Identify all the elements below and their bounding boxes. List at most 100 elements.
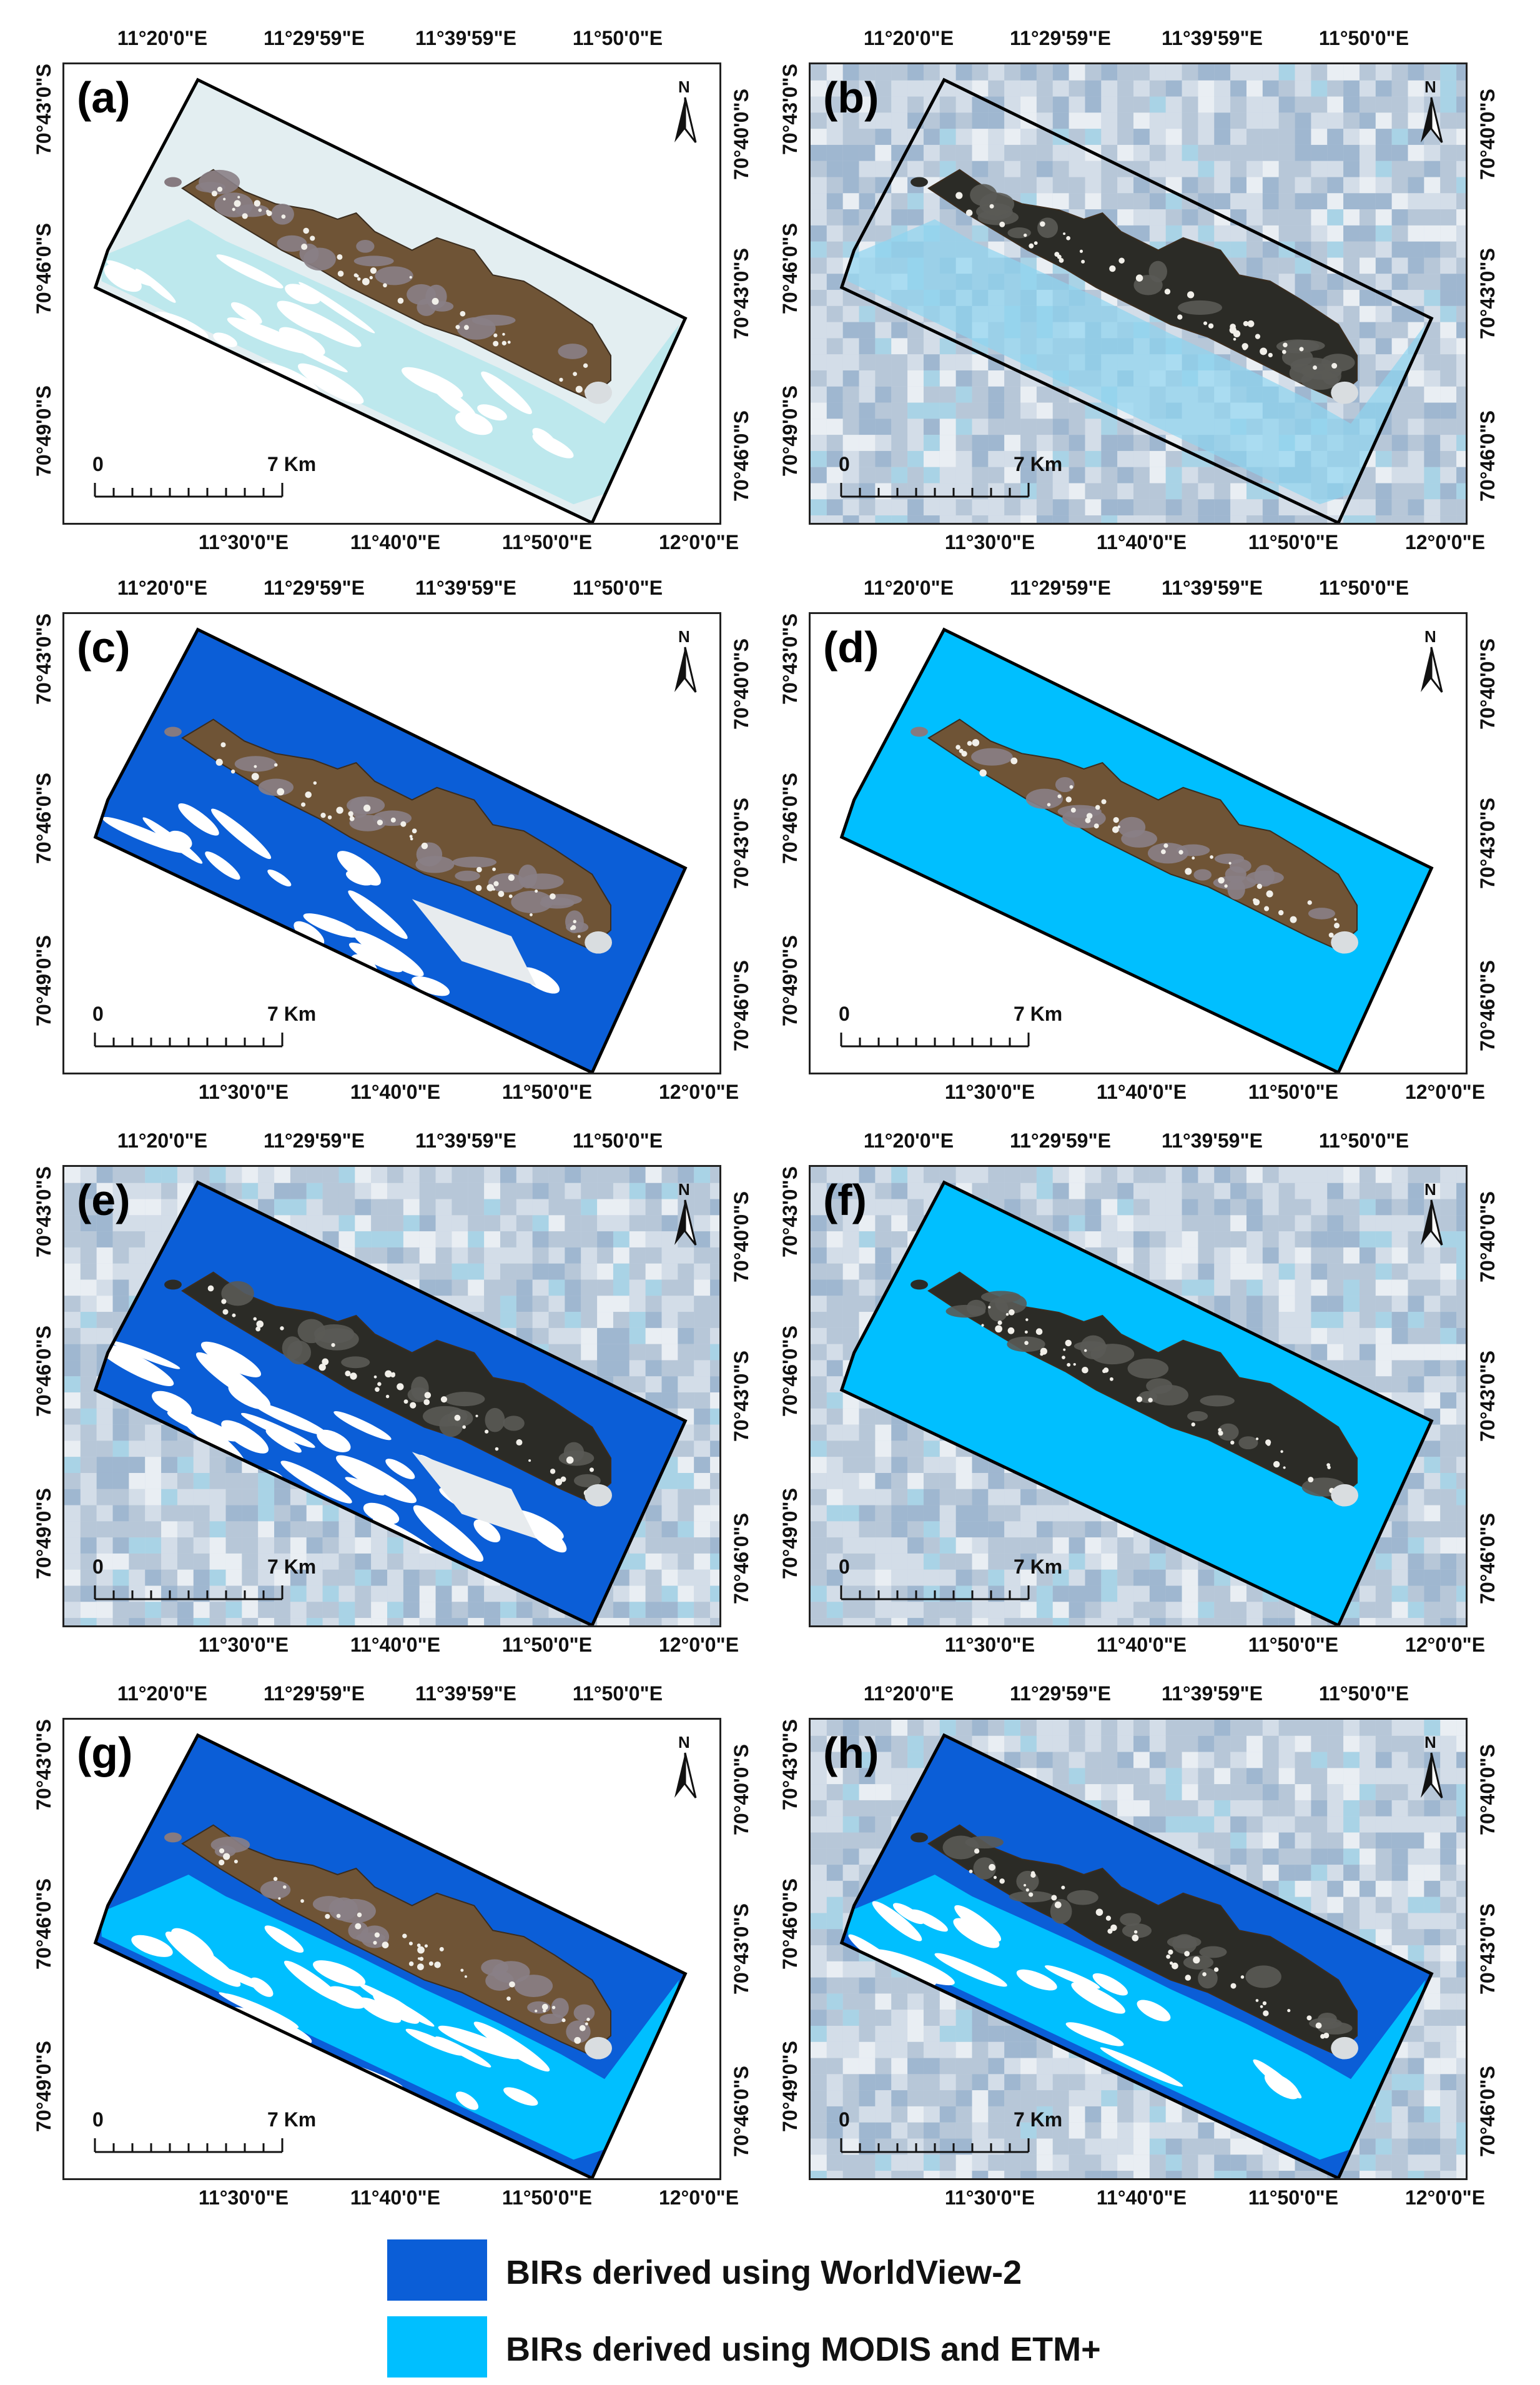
top-longitude-label: 11°20'0"E: [863, 1682, 954, 1705]
right-latitude-label: 70°46'0"S: [1476, 960, 1499, 1051]
scale-zero-label: 0: [839, 1555, 850, 1578]
right-latitude-label: 70°40'0"S: [730, 638, 753, 730]
left-latitude-label: 70°46'0"S: [779, 223, 801, 314]
left-latitude-label: 70°46'0"S: [32, 773, 55, 864]
top-longitude-label: 11°29'59"E: [1010, 577, 1111, 599]
left-latitude-label: 70°49'0"S: [32, 2041, 55, 2132]
map-frame: (g) N 0 7 Km: [62, 1718, 721, 2180]
map-image: [64, 64, 719, 523]
legend-item-worldview: BIRs derived using WorldView-2: [387, 2239, 1199, 2302]
north-arrow-icon: N: [1416, 77, 1447, 149]
left-latitude-label: 70°49'0"S: [779, 2041, 801, 2132]
north-label: N: [678, 627, 690, 646]
bottom-longitude-label: 11°50'0"E: [1248, 1081, 1339, 1103]
panel-label: (a): [77, 73, 131, 122]
left-latitude-label: 70°43'0"S: [32, 613, 55, 705]
top-longitude-label: 11°29'59"E: [1010, 27, 1111, 49]
left-latitude-label: 70°43'0"S: [779, 64, 801, 155]
north-arrow-icon: N: [669, 77, 701, 149]
top-longitude-label: 11°39'59"E: [1162, 1129, 1263, 1152]
right-latitude-label: 70°43'0"S: [730, 798, 753, 889]
north-label: N: [1424, 77, 1436, 96]
right-latitude-label: 70°43'0"S: [1476, 248, 1499, 339]
panel-label: (d): [823, 623, 879, 672]
north-label: N: [1424, 1180, 1436, 1199]
scale-bar: 0 7 Km: [839, 453, 1062, 509]
bottom-longitude-label: 11°40'0"E: [1096, 1081, 1187, 1103]
bottom-longitude-label: 11°50'0"E: [501, 1081, 593, 1103]
bottom-longitude-label: 11°50'0"E: [501, 1634, 593, 1656]
map-image: [64, 1167, 719, 1625]
map-frame: (a) N 0 7 Km: [62, 62, 721, 525]
scale-end-label: 7 Km: [267, 2108, 317, 2131]
scale-zero-label: 0: [92, 1555, 104, 1578]
top-longitude-label: 11°39'59"E: [415, 577, 516, 599]
left-latitude-label: 70°46'0"S: [32, 1326, 55, 1417]
scale-bar: 0 7 Km: [92, 1555, 316, 1612]
top-longitude-label: 11°39'59"E: [1162, 27, 1263, 49]
map-image: [64, 614, 719, 1073]
bottom-longitude-label: 11°30'0"E: [944, 1081, 1035, 1103]
scale-bar: 0 7 Km: [839, 1555, 1062, 1612]
top-longitude-label: 11°50'0"E: [572, 27, 663, 49]
top-longitude-label: 11°29'59"E: [1010, 1129, 1111, 1152]
bottom-longitude-label: 11°40'0"E: [1096, 531, 1187, 553]
north-arrow-icon: N: [669, 1180, 701, 1251]
bottom-longitude-label: 12°0'0"E: [1404, 531, 1486, 553]
north-label: N: [1424, 627, 1436, 646]
left-latitude-label: 70°43'0"S: [779, 1166, 801, 1257]
bottom-longitude-label: 11°50'0"E: [501, 531, 593, 553]
bottom-longitude-label: 12°0'0"E: [1404, 1081, 1486, 1103]
right-latitude-label: 70°40'0"S: [1476, 1191, 1499, 1282]
scale-bar: 0 7 Km: [839, 1003, 1062, 1059]
right-latitude-label: 70°46'0"S: [730, 1513, 753, 1604]
right-latitude-label: 70°40'0"S: [1476, 638, 1499, 730]
bottom-longitude-label: 12°0'0"E: [658, 531, 739, 553]
right-latitude-label: 70°40'0"S: [1476, 1744, 1499, 1835]
scale-bar: 0 7 Km: [92, 453, 316, 509]
north-arrow-icon: N: [1416, 1180, 1447, 1251]
panel-label: (c): [77, 623, 131, 672]
scale-end-label: 7 Km: [267, 1555, 317, 1578]
bottom-longitude-label: 12°0'0"E: [658, 1081, 739, 1103]
left-latitude-label: 70°43'0"S: [779, 613, 801, 705]
bottom-longitude-label: 11°50'0"E: [501, 2186, 593, 2209]
top-longitude-label: 11°50'0"E: [1318, 27, 1409, 49]
scale-zero-label: 0: [839, 1003, 850, 1025]
top-longitude-label: 11°20'0"E: [117, 27, 208, 49]
top-longitude-label: 11°20'0"E: [863, 1129, 954, 1152]
right-latitude-label: 70°46'0"S: [1476, 410, 1499, 502]
bottom-longitude-label: 11°30'0"E: [198, 1081, 289, 1103]
left-latitude-label: 70°46'0"S: [32, 1878, 55, 1970]
scale-end-label: 7 Km: [1014, 453, 1063, 475]
map-frame: (d) N 0 7 Km: [809, 612, 1468, 1074]
bottom-longitude-label: 11°40'0"E: [350, 1081, 441, 1103]
north-label: N: [678, 77, 690, 96]
top-longitude-label: 11°50'0"E: [572, 1682, 663, 1705]
top-longitude-label: 11°29'59"E: [264, 27, 365, 49]
legend-label-modis: BIRs derived using MODIS and ETM+: [506, 2331, 1101, 2368]
left-latitude-label: 70°46'0"S: [779, 1326, 801, 1417]
scale-zero-label: 0: [839, 2108, 850, 2131]
right-latitude-label: 70°43'0"S: [1476, 798, 1499, 889]
top-longitude-label: 11°20'0"E: [117, 1682, 208, 1705]
top-longitude-label: 11°39'59"E: [415, 1129, 516, 1152]
top-longitude-label: 11°29'59"E: [264, 1129, 365, 1152]
left-latitude-label: 70°49'0"S: [32, 1488, 55, 1579]
right-latitude-label: 70°43'0"S: [730, 248, 753, 339]
right-latitude-label: 70°43'0"S: [1476, 1903, 1499, 1995]
left-latitude-label: 70°43'0"S: [32, 64, 55, 155]
bottom-longitude-label: 11°50'0"E: [1248, 1634, 1339, 1656]
left-latitude-label: 70°43'0"S: [32, 1719, 55, 1810]
top-longitude-label: 11°20'0"E: [863, 27, 954, 49]
scale-bar: 0 7 Km: [92, 2108, 316, 2164]
right-latitude-label: 70°46'0"S: [730, 960, 753, 1051]
map-frame: (b) N 0 7 Km: [809, 62, 1468, 525]
left-latitude-label: 70°49'0"S: [779, 1488, 801, 1579]
bottom-longitude-label: 12°0'0"E: [658, 2186, 739, 2209]
top-longitude-label: 11°20'0"E: [117, 1129, 208, 1152]
bottom-longitude-label: 11°30'0"E: [198, 2186, 289, 2209]
bottom-longitude-label: 11°50'0"E: [1248, 2186, 1339, 2209]
top-longitude-label: 11°39'59"E: [415, 27, 516, 49]
right-latitude-label: 70°43'0"S: [1476, 1351, 1499, 1442]
